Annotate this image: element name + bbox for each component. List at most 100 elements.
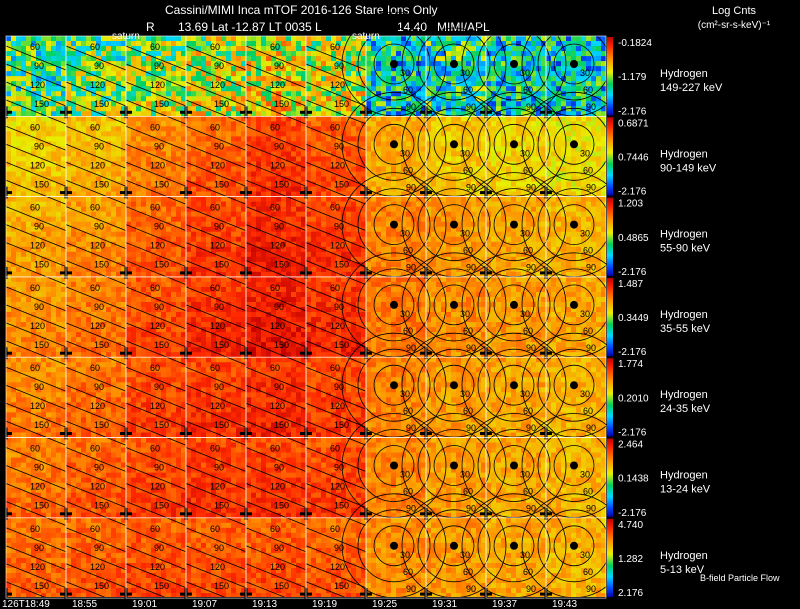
contour-label: 60: [583, 567, 593, 577]
colorbar-mid-label: 0.1438: [618, 474, 649, 485]
image-panel: [66, 437, 127, 519]
image-panel: [366, 196, 427, 278]
contour-label: 90: [466, 584, 476, 594]
contour-label: 60: [90, 122, 100, 132]
image-panel: [306, 36, 367, 117]
contour-label: 30: [580, 229, 590, 239]
time-tick-label: 18:55: [72, 599, 97, 609]
contour-label: 150: [214, 420, 229, 430]
contour-label: 30: [460, 229, 470, 239]
image-panel: [486, 357, 547, 438]
contour-label: 60: [403, 165, 413, 175]
time-tick-label: 19:43: [552, 599, 577, 609]
image-panel: [426, 276, 487, 358]
contour-label: 30: [460, 470, 470, 480]
image-panel: [546, 357, 606, 438]
energy-range-label: 149-227 keV: [660, 82, 723, 94]
contour-label: 90: [154, 302, 164, 312]
species-label: Hydrogen: [660, 470, 708, 482]
image-panel: [366, 517, 427, 597]
contour-label: 60: [150, 283, 160, 293]
image-panel: [486, 116, 547, 197]
contour-label: 60: [210, 444, 220, 454]
contour-label: 90: [406, 423, 416, 433]
contour-label: 30: [580, 470, 590, 480]
contour-label: 150: [34, 179, 49, 189]
contour-label: 120: [270, 401, 285, 411]
image-panel: [246, 437, 307, 519]
contour-label: 120: [270, 80, 285, 90]
contour-label: 60: [523, 406, 533, 416]
contour-label: 120: [210, 80, 225, 90]
contour-label: 120: [150, 482, 165, 492]
contour-label: 30: [580, 550, 590, 560]
time-tick-label: 19:01: [132, 599, 157, 609]
contour-label: 120: [330, 80, 345, 90]
contour-label: 120: [90, 160, 105, 170]
contour-label: 60: [463, 406, 473, 416]
species-label: Hydrogen: [660, 309, 708, 321]
contour-label: 60: [270, 203, 280, 213]
footer-label: B-field Particle Flow: [700, 573, 780, 583]
image-panel: [486, 276, 547, 358]
saturn-marker: [390, 541, 398, 550]
contour-label: 150: [94, 340, 109, 350]
image-panel: [306, 196, 367, 278]
saturn-label: saturn: [112, 31, 140, 42]
image-panel: [186, 116, 247, 197]
colorbar-min-label: -2.176: [618, 187, 647, 198]
species-label: Hydrogen: [660, 389, 708, 401]
contour-label: 90: [406, 182, 416, 192]
contour-label: 90: [526, 504, 536, 514]
contour-overlay: 60 90 120 150: [0, 116, 67, 205]
contour-label: 90: [274, 463, 284, 473]
contour-label: 90: [154, 222, 164, 232]
contour-overlay: 30 60 90: [461, 413, 567, 520]
contour-label: 90: [274, 302, 284, 312]
contour-label: 60: [330, 283, 340, 293]
contour-label: 60: [330, 524, 340, 534]
energy-range-label: 5-13 keV: [660, 564, 705, 576]
image-panel: [126, 36, 187, 117]
contour-label: 90: [94, 141, 104, 151]
saturn-marker: [390, 140, 398, 149]
colorbar-min-label: -2.176: [618, 508, 647, 519]
saturn-marker: [570, 220, 578, 229]
contour-label: 120: [30, 80, 45, 90]
contour-label: 60: [270, 283, 280, 293]
contour-label: 30: [580, 309, 590, 319]
contour-label: 120: [30, 241, 45, 251]
contour-label: 30: [580, 389, 590, 399]
colorbar-scale: [607, 277, 613, 357]
image-panel: [6, 437, 67, 519]
contour-label: 60: [403, 326, 413, 336]
contour-label: 90: [466, 102, 476, 112]
colorbar-max-label: 1.487: [618, 279, 643, 290]
contour-label: 60: [90, 203, 100, 213]
image-panel: [366, 36, 427, 117]
image-panel: [366, 357, 427, 438]
contour-label: 150: [274, 420, 289, 430]
contour-label: 60: [270, 42, 280, 52]
contour-label: 120: [210, 160, 225, 170]
image-panel: [246, 196, 307, 278]
contour-label: 90: [526, 102, 536, 112]
contour-label: 120: [30, 321, 45, 331]
contour-label: 60: [583, 165, 593, 175]
contour-overlay: 30 60 90: [341, 91, 447, 199]
contour-overlay: 30 60 90: [341, 493, 447, 601]
contour-overlay: 30 60 90: [521, 172, 627, 279]
contour-label: 150: [154, 260, 169, 270]
contour-label: 90: [586, 343, 596, 353]
saturn-marker: [390, 220, 398, 229]
contour-label: 120: [210, 241, 225, 251]
contour-label: 60: [583, 487, 593, 497]
species-label: Hydrogen: [660, 229, 708, 241]
contour-label: 90: [94, 463, 104, 473]
image-panel: [426, 196, 487, 278]
contour-label: 60: [463, 246, 473, 256]
contour-label: 90: [214, 543, 224, 553]
contour-label: 150: [334, 501, 349, 511]
contour-label: 120: [270, 160, 285, 170]
time-tick-label: 19:07: [192, 599, 217, 609]
